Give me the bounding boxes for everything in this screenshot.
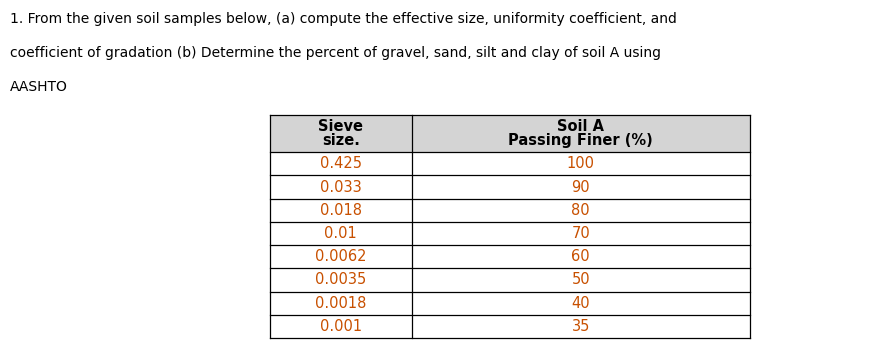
Text: 70: 70 xyxy=(571,226,590,241)
Text: 0.0018: 0.0018 xyxy=(315,295,367,311)
Text: 0.018: 0.018 xyxy=(320,203,362,218)
Text: Soil A: Soil A xyxy=(557,119,604,134)
Text: AASHTO: AASHTO xyxy=(10,80,68,94)
Text: 100: 100 xyxy=(567,156,595,171)
Text: 35: 35 xyxy=(571,319,590,334)
Text: 0.0062: 0.0062 xyxy=(315,249,367,264)
Text: 60: 60 xyxy=(571,249,590,264)
Text: 0.425: 0.425 xyxy=(320,156,362,171)
Text: 80: 80 xyxy=(571,203,590,218)
Text: size.: size. xyxy=(322,133,359,148)
Text: 50: 50 xyxy=(571,273,590,287)
Text: Passing Finer (%): Passing Finer (%) xyxy=(509,133,654,148)
Text: Sieve: Sieve xyxy=(318,119,363,134)
Text: 90: 90 xyxy=(571,180,590,195)
Text: 0.001: 0.001 xyxy=(320,319,362,334)
Text: coefficient of gradation (b) Determine the percent of gravel, sand, silt and cla: coefficient of gradation (b) Determine t… xyxy=(10,46,661,60)
Text: 0.033: 0.033 xyxy=(320,180,362,195)
Text: 0.01: 0.01 xyxy=(325,226,358,241)
Text: 40: 40 xyxy=(571,295,590,311)
Text: 0.0035: 0.0035 xyxy=(316,273,367,287)
Text: 1. From the given soil samples below, (a) compute the effective size, uniformity: 1. From the given soil samples below, (a… xyxy=(10,12,677,26)
